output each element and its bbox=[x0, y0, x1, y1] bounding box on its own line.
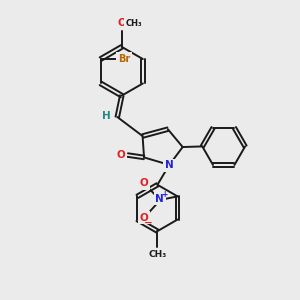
Text: −: − bbox=[144, 218, 153, 228]
Text: CH₃: CH₃ bbox=[149, 250, 167, 259]
Text: +: + bbox=[161, 190, 168, 199]
Text: O: O bbox=[140, 178, 148, 188]
Text: CH₃: CH₃ bbox=[126, 19, 142, 28]
Text: N: N bbox=[155, 194, 164, 204]
Text: O: O bbox=[140, 213, 148, 223]
Text: O: O bbox=[117, 150, 125, 160]
Text: Br: Br bbox=[118, 54, 130, 64]
Text: N: N bbox=[165, 160, 174, 170]
Text: H: H bbox=[102, 110, 110, 121]
Text: O: O bbox=[117, 18, 126, 28]
